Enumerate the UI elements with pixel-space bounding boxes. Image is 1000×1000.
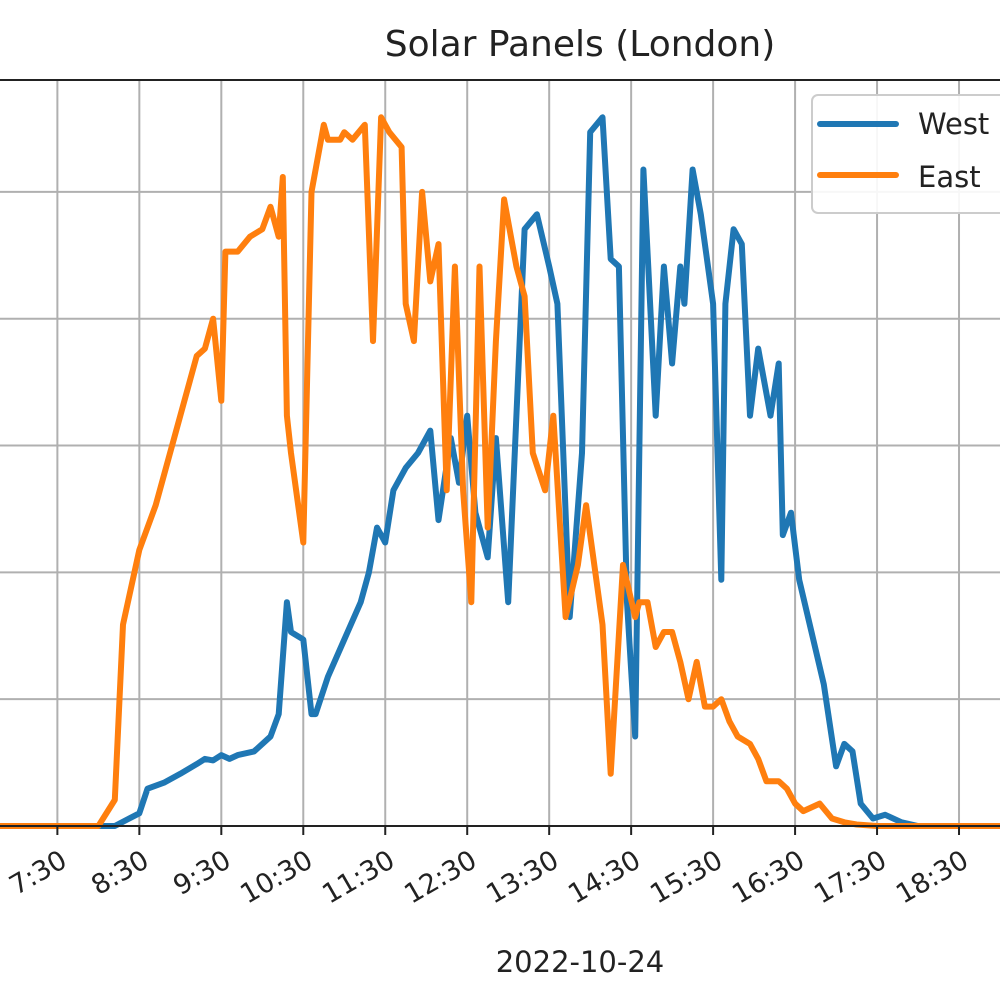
x-axis-ticks: 6:307:308:309:3010:3011:3012:3013:3014:3…	[4, 826, 974, 911]
x-tick-label-9: 15:30	[645, 845, 728, 911]
x-tick-label-8: 14:30	[563, 845, 646, 911]
x-tick-label-10: 16:30	[727, 845, 810, 911]
x-tick-label-2: 8:30	[86, 845, 154, 902]
legend-label-east: East	[918, 160, 981, 194]
x-tick-label-6: 12:30	[399, 845, 482, 911]
series-line-east	[0, 114, 1000, 829]
legend: West East	[811, 94, 1000, 214]
x-tick-label-1: 7:30	[4, 845, 72, 902]
series-layer	[0, 114, 1000, 829]
x-axis-label: 2022-10-24	[496, 945, 665, 979]
x-tick-label-7: 13:30	[481, 845, 564, 911]
x-tick-label-5: 11:30	[317, 845, 400, 911]
x-tick-label-3: 9:30	[168, 845, 236, 902]
x-tick-label-4: 10:30	[235, 845, 318, 911]
plot-frame	[0, 79, 1000, 827]
x-tick-label-12: 18:30	[891, 845, 974, 911]
x-tick-label-11: 17:30	[809, 845, 892, 911]
chart-title: Solar Panels (London)	[385, 24, 776, 65]
series-line-west	[0, 114, 1000, 829]
legend-label-west: West	[918, 107, 989, 141]
